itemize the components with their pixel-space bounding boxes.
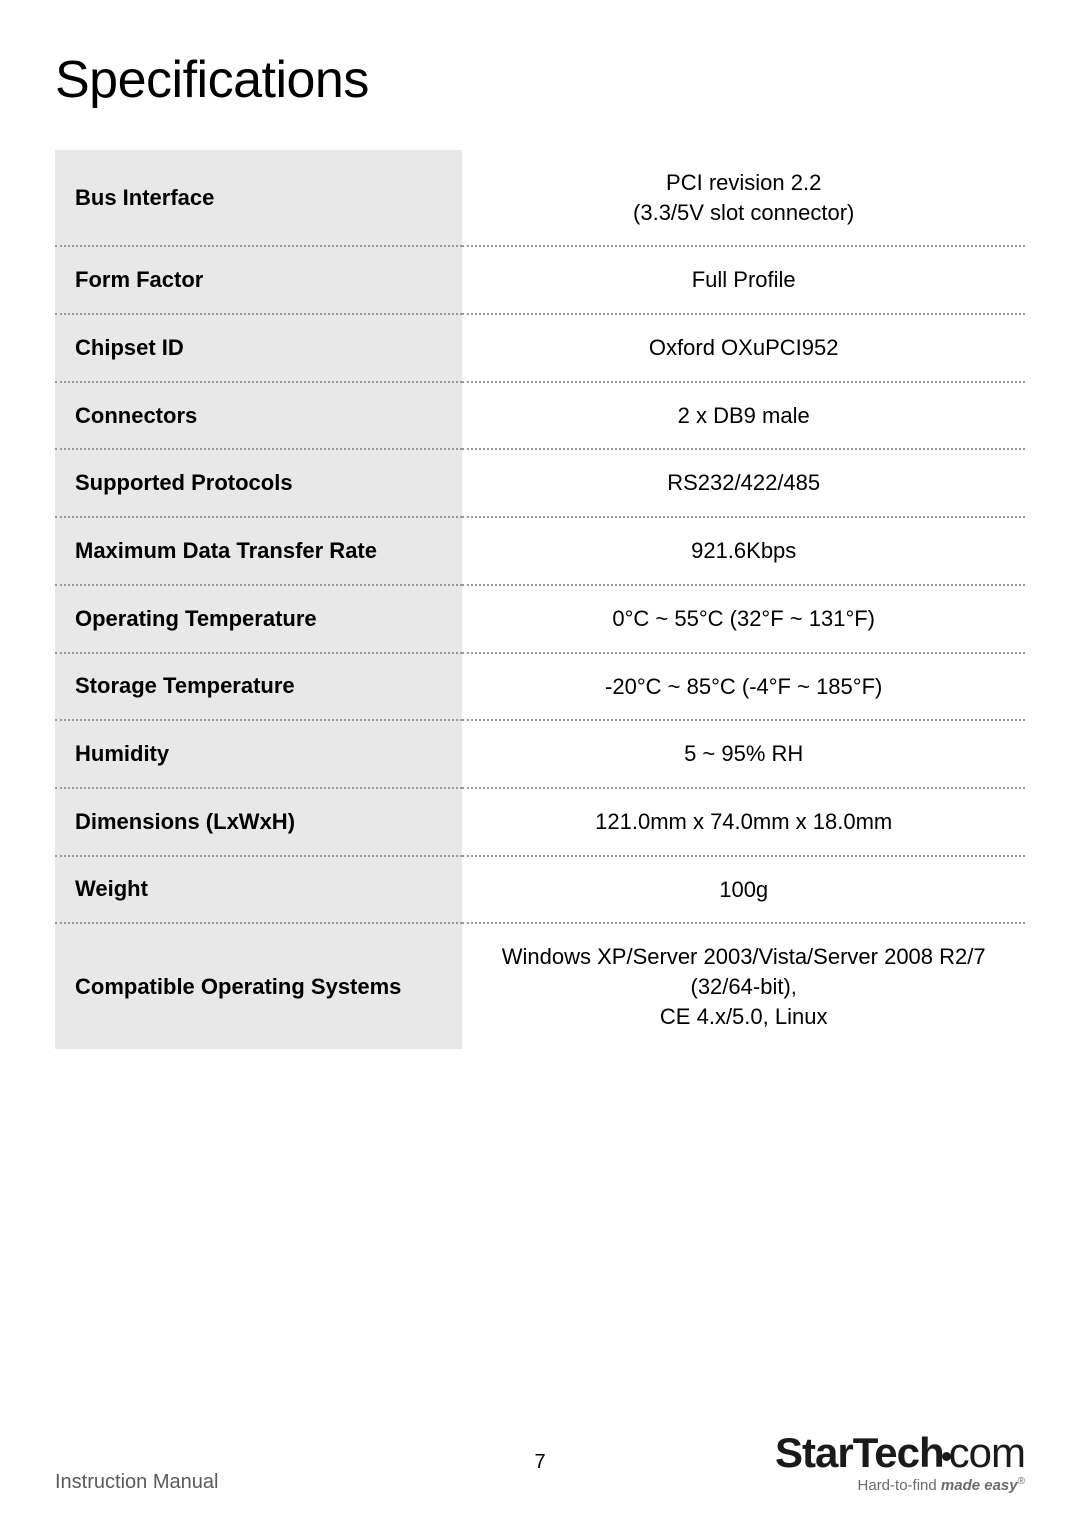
table-row: Operating Temperature0°C ~ 55°C (32°F ~ … xyxy=(55,585,1025,653)
spec-value: -20°C ~ 85°C (-4°F ~ 185°F) xyxy=(462,653,1025,721)
table-row: Weight100g xyxy=(55,856,1025,924)
tagline-reg: ® xyxy=(1018,1476,1025,1487)
table-row: Storage Temperature-20°C ~ 85°C (-4°F ~ … xyxy=(55,653,1025,721)
spec-label: Chipset ID xyxy=(55,314,462,382)
logo-dot-icon xyxy=(942,1452,951,1461)
footer-doc-title: Instruction Manual xyxy=(55,1471,218,1494)
spec-value: 121.0mm x 74.0mm x 18.0mm xyxy=(462,788,1025,856)
spec-label: Connectors xyxy=(55,382,462,450)
spec-value: Full Profile xyxy=(462,246,1025,314)
spec-value: Oxford OXuPCI952 xyxy=(462,314,1025,382)
table-row: Connectors2 x DB9 male xyxy=(55,382,1025,450)
table-row: Dimensions (LxWxH)121.0mm x 74.0mm x 18.… xyxy=(55,788,1025,856)
logo-text: StarTechcom xyxy=(775,1432,1025,1474)
spec-label: Weight xyxy=(55,856,462,924)
spec-label: Compatible Operating Systems xyxy=(55,923,462,1049)
tagline-bold: made easy xyxy=(941,1477,1018,1494)
table-row: Supported ProtocolsRS232/422/485 xyxy=(55,449,1025,517)
table-row: Chipset IDOxford OXuPCI952 xyxy=(55,314,1025,382)
spec-value: Windows XP/Server 2003/Vista/Server 2008… xyxy=(462,923,1025,1049)
spec-value: 0°C ~ 55°C (32°F ~ 131°F) xyxy=(462,585,1025,653)
table-row: Maximum Data Transfer Rate921.6Kbps xyxy=(55,517,1025,585)
table-row: Bus InterfacePCI revision 2.2 (3.3/5V sl… xyxy=(55,150,1025,246)
spec-label: Storage Temperature xyxy=(55,653,462,721)
page-number: 7 xyxy=(534,1451,545,1474)
spec-label: Operating Temperature xyxy=(55,585,462,653)
table-row: Compatible Operating SystemsWindows XP/S… xyxy=(55,923,1025,1049)
spec-value: 921.6Kbps xyxy=(462,517,1025,585)
brand-logo: StarTechcom Hard-to-find made easy® xyxy=(775,1432,1025,1494)
spec-label: Humidity xyxy=(55,720,462,788)
spec-value: 5 ~ 95% RH xyxy=(462,720,1025,788)
spec-value: RS232/422/485 xyxy=(462,449,1025,517)
logo-tagline: Hard-to-find made easy® xyxy=(775,1476,1025,1494)
page-title: Specifications xyxy=(55,50,1025,110)
spec-value: PCI revision 2.2 (3.3/5V slot connector) xyxy=(462,150,1025,246)
logo-bold: StarTech xyxy=(775,1429,944,1476)
tagline-prefix: Hard-to-find xyxy=(858,1477,941,1494)
spec-label: Maximum Data Transfer Rate xyxy=(55,517,462,585)
spec-value: 2 x DB9 male xyxy=(462,382,1025,450)
table-row: Humidity5 ~ 95% RH xyxy=(55,720,1025,788)
logo-light: com xyxy=(949,1429,1025,1476)
spec-label: Form Factor xyxy=(55,246,462,314)
spec-table: Bus InterfacePCI revision 2.2 (3.3/5V sl… xyxy=(55,150,1025,1049)
spec-label: Supported Protocols xyxy=(55,449,462,517)
spec-label: Bus Interface xyxy=(55,150,462,246)
table-row: Form FactorFull Profile xyxy=(55,246,1025,314)
spec-label: Dimensions (LxWxH) xyxy=(55,788,462,856)
spec-value: 100g xyxy=(462,856,1025,924)
page-footer: Instruction Manual 7 StarTechcom Hard-to… xyxy=(0,1432,1080,1494)
